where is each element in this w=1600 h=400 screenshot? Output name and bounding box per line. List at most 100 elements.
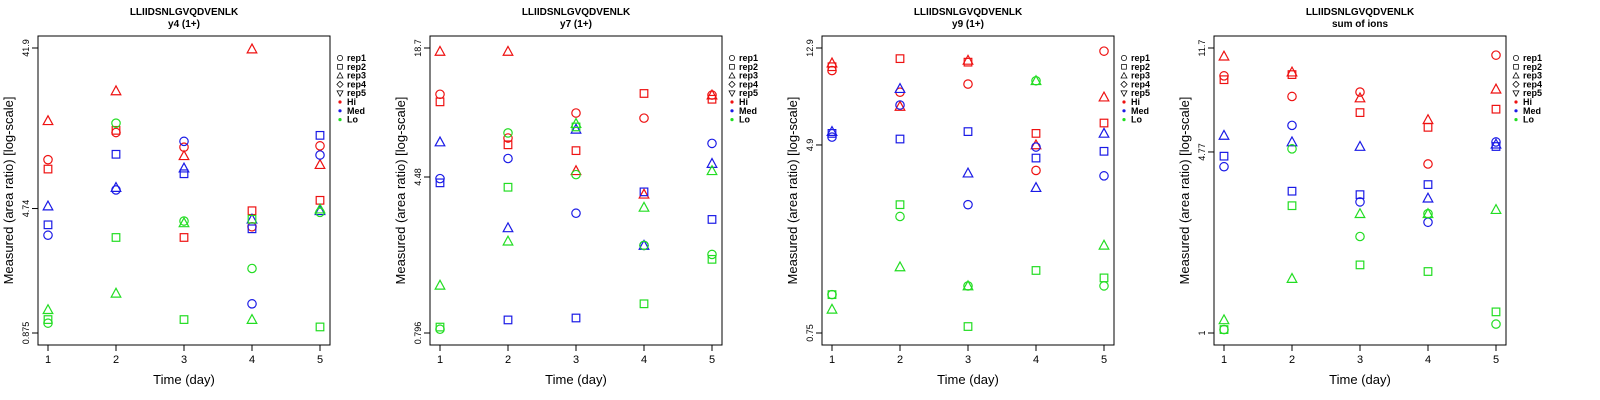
data-point	[1098, 90, 1110, 102]
data-point	[1286, 272, 1298, 283]
data-point	[1354, 207, 1366, 219]
triangle-up-icon	[1512, 71, 1520, 79]
data-point	[570, 123, 582, 134]
data-point	[314, 202, 326, 214]
legend-color-dot	[1514, 109, 1518, 113]
legend-symbol	[336, 71, 344, 79]
data-point	[639, 89, 649, 98]
data-point	[1286, 135, 1298, 147]
data-point	[1423, 122, 1433, 132]
x-tick-label: 4	[1425, 354, 1431, 366]
data-point	[1287, 91, 1297, 102]
legend-color-dot	[1122, 100, 1126, 104]
legend-label: rep2	[1523, 62, 1542, 72]
data-point	[1030, 181, 1042, 193]
data-point	[1286, 65, 1298, 77]
data-point	[571, 313, 581, 323]
data-point	[315, 141, 325, 151]
square-icon	[1513, 64, 1519, 70]
legend-label: rep1	[1523, 53, 1542, 63]
legend-label: rep4	[1131, 79, 1150, 89]
legend-color-dot	[338, 100, 342, 104]
data-point	[111, 127, 121, 138]
data-point	[1423, 217, 1433, 228]
data-point	[639, 187, 649, 197]
circle-icon	[1513, 55, 1519, 61]
data-point	[963, 322, 973, 331]
x-axis-label: Time (day)	[545, 372, 607, 387]
plot-frame	[37, 35, 331, 346]
legend-symbol	[728, 90, 736, 98]
data-point	[1354, 140, 1366, 151]
data-point	[178, 161, 190, 173]
data-point	[247, 224, 257, 234]
data-point	[434, 45, 446, 56]
data-point	[571, 208, 581, 219]
data-point	[570, 117, 582, 128]
data-point	[1218, 313, 1230, 325]
data-point	[1031, 165, 1041, 176]
data-point	[1490, 203, 1502, 215]
data-point	[1355, 87, 1365, 97]
x-tick-label: 3	[181, 354, 187, 366]
x-tick-label: 5	[1101, 354, 1107, 366]
data-point	[638, 201, 650, 212]
data-point	[110, 181, 122, 192]
data-point	[1219, 75, 1229, 85]
chart-subtitle: y7 (1+)	[560, 19, 592, 30]
y-tick-label: 41.9	[21, 39, 31, 57]
data-point	[1491, 104, 1501, 114]
data-point	[1423, 180, 1433, 189]
data-point	[707, 249, 717, 260]
data-point	[1422, 207, 1434, 219]
data-point	[43, 220, 53, 230]
data-point	[706, 88, 718, 100]
data-point	[1287, 144, 1297, 154]
data-point	[42, 199, 54, 211]
legend-symbol	[1120, 80, 1128, 89]
data-point	[1219, 151, 1229, 161]
data-point	[111, 149, 121, 159]
y-tick-label: 4.48	[413, 168, 423, 186]
plot-frame	[429, 35, 723, 346]
data-point	[1355, 190, 1365, 200]
data-point	[1099, 46, 1109, 56]
data-point	[1355, 231, 1365, 242]
triangle-up-icon	[1120, 71, 1128, 79]
legend-label: Med	[1131, 106, 1149, 116]
data-point	[179, 315, 189, 324]
x-axis-label: Time (day)	[937, 372, 999, 387]
x-tick-label: 4	[249, 354, 255, 366]
legend-label: Med	[1523, 106, 1541, 116]
data-point	[1490, 82, 1502, 94]
data-point	[1030, 74, 1042, 86]
data-point	[247, 299, 257, 309]
data-point	[963, 79, 973, 89]
legend-symbol	[337, 64, 343, 70]
data-point	[827, 290, 837, 300]
legend-symbol	[728, 80, 736, 89]
data-point	[1355, 197, 1365, 207]
data-point	[315, 150, 325, 160]
data-point	[1422, 113, 1434, 125]
data-point	[435, 97, 445, 107]
x-tick-label: 2	[113, 354, 119, 366]
x-tick-label: 5	[317, 354, 323, 366]
data-point	[110, 84, 122, 96]
data-point	[962, 54, 974, 65]
x-tick-label: 2	[1289, 354, 1295, 366]
data-point	[895, 200, 905, 210]
data-point	[247, 214, 257, 224]
legend-color-dot	[1514, 100, 1518, 104]
chart-title: LLIIDSNLGVQDVENLK	[914, 7, 1023, 18]
legend-symbol	[1513, 64, 1519, 70]
data-point	[1099, 273, 1109, 283]
square-icon	[337, 64, 343, 70]
data-point	[1031, 129, 1041, 138]
data-point	[826, 125, 838, 136]
legend-label: rep2	[347, 62, 366, 72]
legend-symbol	[1120, 71, 1128, 79]
